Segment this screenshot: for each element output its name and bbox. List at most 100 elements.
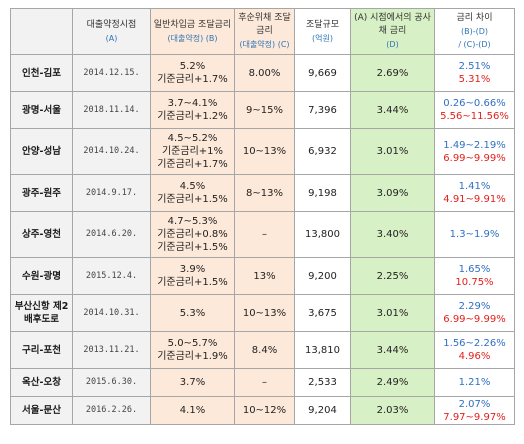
gap-subordinated-value: 10.75% [455,277,494,288]
table-row: 수원-광명 2015.12.4. 3.9% 기준금리+1.5% 13% 9,200 2.25… [10,257,515,295]
table-row: 안양-성남 2014.10.24. 4.5~5.2% 기준금리+1% 기준금리+1.7%… [10,128,515,175]
rate-line: 5.3% [179,307,206,319]
date-cell: 2015.12.4. [72,257,151,295]
table-row: 옥산-오창 2015.6.30. 3.7% –2,533 2.49% 1.21% [10,368,515,397]
date-cell: 2014.10.24. [72,128,151,175]
header-public-bond-sub: (D) [386,40,399,49]
header-subordinated-sub: (대출약정) (C) [239,40,290,49]
table-row: 인천-김포 2014.12.15. 5.2% 기준금리+1.7% 8.00% 9,669 2… [10,54,515,92]
scale-cell: 3,675 [294,294,351,332]
public-bond-cell: 3.09% [350,174,435,212]
route-cell: 인천-김포 [10,54,73,92]
header-rate-sub: (대출약정) (B) [167,33,218,43]
route-cell: 구리-포천 [10,331,73,369]
header-scale-label: 조달규모 [305,19,340,30]
date-cell: 2015.6.30. [72,368,151,397]
rate-line: 기준금리+1.5% [157,194,228,205]
gap-cell: 1.49~2.19% 6.99~9.99% [434,128,515,175]
table-row: 광명-서울 2018.11.14. 3.7~4.1% 기준금리+1.2% 9~15% 7,… [10,91,515,129]
rate-line: 기준금리+1.7% [157,74,228,85]
header-public-bond: (A) 시점에서의 공사채 금리 (D) [350,8,435,55]
gap-subordinated-value: 5.31% [458,74,491,85]
header-subordinated: 후순위채 조달금리 (대출약정) (C) [234,8,295,55]
rate-cell: 5.2% 기준금리+1.7% [150,54,235,92]
header-gap-sub2: / (C)-(D) [458,40,491,49]
gap-subordinated-value: 7.97~9.97% [443,411,506,423]
header-route [10,8,73,55]
header-date-label: 대출약정시점 [86,19,137,30]
rate-line: 4.1% [179,405,206,416]
date-cell: 2013.11.21. [72,331,151,369]
date-cell: 2014.12.15. [72,54,151,92]
scale-cell: 9,200 [294,257,351,295]
header-gap-sub1: (B)-(D) [460,27,489,36]
route-cell: 광명-서울 [10,91,73,129]
rate-comparison-table-wrapper: 대출약정시점 (A) 일반차입금 조달금리 (대출약정) (B) 후순위채 조달… [10,8,515,425]
gap-cell: 2.51% 5.31% [434,54,515,92]
route-cell: 서울-문산 [10,396,73,425]
header-rate: 일반차입금 조달금리 (대출약정) (B) [150,8,235,55]
subordinated-cell: – [234,211,295,258]
gap-loan-value: 1.65% [458,264,491,275]
table-body: 인천-김포 2014.12.15. 5.2% 기준금리+1.7% 8.00% 9,669 2… [10,54,515,425]
gap-loan-value: 2.07% [458,398,491,410]
table-row: 광주-원주 2014.9.17. 4.5% 기준금리+1.5% 8~13% 9,198 3.… [10,174,515,212]
gap-subordinated-value: 5.56~11.56% [440,111,509,122]
rate-cell: 3.7% [150,368,235,397]
gap-cell: 1.3~1.9% [434,211,515,258]
header-row: 대출약정시점 (A) 일반차입금 조달금리 (대출약정) (B) 후순위채 조달… [10,8,515,55]
rate-cell: 4.7~5.3% 기준금리+0.8% 기준금리+1.5% [150,211,235,258]
header-public-bond-label: (A) 시점에서의 공사채 금리 [354,13,431,36]
header-scale: 조달규모 (억원) [294,8,351,55]
date-cell: 2016.2.26. [72,396,151,425]
route-cell: 부산신항 제2배후도로 [10,294,73,332]
rate-line: 3.7~4.1% [167,98,218,109]
rate-line: 4.5~5.2% [167,133,218,144]
route-cell: 광주-원주 [10,174,73,212]
public-bond-cell: 3.40% [350,211,435,258]
rate-line: 기준금리+1% [161,146,224,157]
gap-loan-value: 0.26~0.66% [443,98,506,109]
route-cell: 상주-영천 [10,211,73,258]
rate-line: 기준금리+1.2% [157,111,228,122]
gap-loan-value: 1.41% [458,181,491,192]
rate-line: 기준금리+1.7% [157,159,228,170]
gap-subordinated-value: 6.99~9.99% [443,314,506,325]
public-bond-cell: 2.25% [350,257,435,295]
rate-line: 3.9% [179,264,206,275]
gap-cell: 2.29% 6.99~9.99% [434,294,515,332]
subordinated-cell: 10~12% [234,396,295,425]
rate-line: 4.5% [179,181,206,192]
date-cell: 2014.10.31. [72,294,151,332]
subordinated-cell: – [234,368,295,397]
table-row: 구리-포천 2013.11.21. 5.0~5.7% 기준금리+1.9% 8.4% 13,… [10,331,515,369]
public-bond-cell: 3.44% [350,91,435,129]
header-date: 대출약정시점 (A) [72,8,151,55]
subordinated-cell: 9~15% [234,91,295,129]
rate-line: 5.2% [179,61,206,72]
date-cell: 2014.9.17. [72,174,151,212]
gap-subordinated-value: 4.96% [458,351,491,362]
rate-line: 4.7~5.3% [167,216,218,227]
rate-comparison-table: 대출약정시점 (A) 일반차입금 조달금리 (대출약정) (B) 후순위채 조달… [10,8,515,425]
rate-cell: 4.5~5.2% 기준금리+1% 기준금리+1.7% [150,128,235,175]
header-scale-sub: (억원) [312,33,333,43]
scale-cell: 6,932 [294,128,351,175]
rate-line: 기준금리+0.8% [157,229,228,240]
route-cell: 옥산-오창 [10,368,73,397]
rate-line: 기준금리+1.5% [157,242,228,253]
rate-line: 5.0~5.7% [167,338,218,349]
gap-loan-value: 2.51% [458,61,491,72]
route-cell: 수원-광명 [10,257,73,295]
rate-cell: 3.9% 기준금리+1.5% [150,257,235,295]
public-bond-cell: 2.69% [350,54,435,92]
rate-cell: 4.1% [150,396,235,425]
subordinated-cell: 8~13% [234,174,295,212]
subordinated-cell: 10~13% [234,128,295,175]
gap-cell: 0.26~0.66% 5.56~11.56% [434,91,515,129]
gap-cell: 1.65% 10.75% [434,257,515,295]
subordinated-cell: 8.4% [234,331,295,369]
scale-cell: 2,533 [294,368,351,397]
table-row: 상주-영천 2014.6.20. 4.7~5.3% 기준금리+0.8% 기준금리+1.5… [10,211,515,258]
header-subordinated-label: 후순위채 조달금리 [238,13,291,36]
